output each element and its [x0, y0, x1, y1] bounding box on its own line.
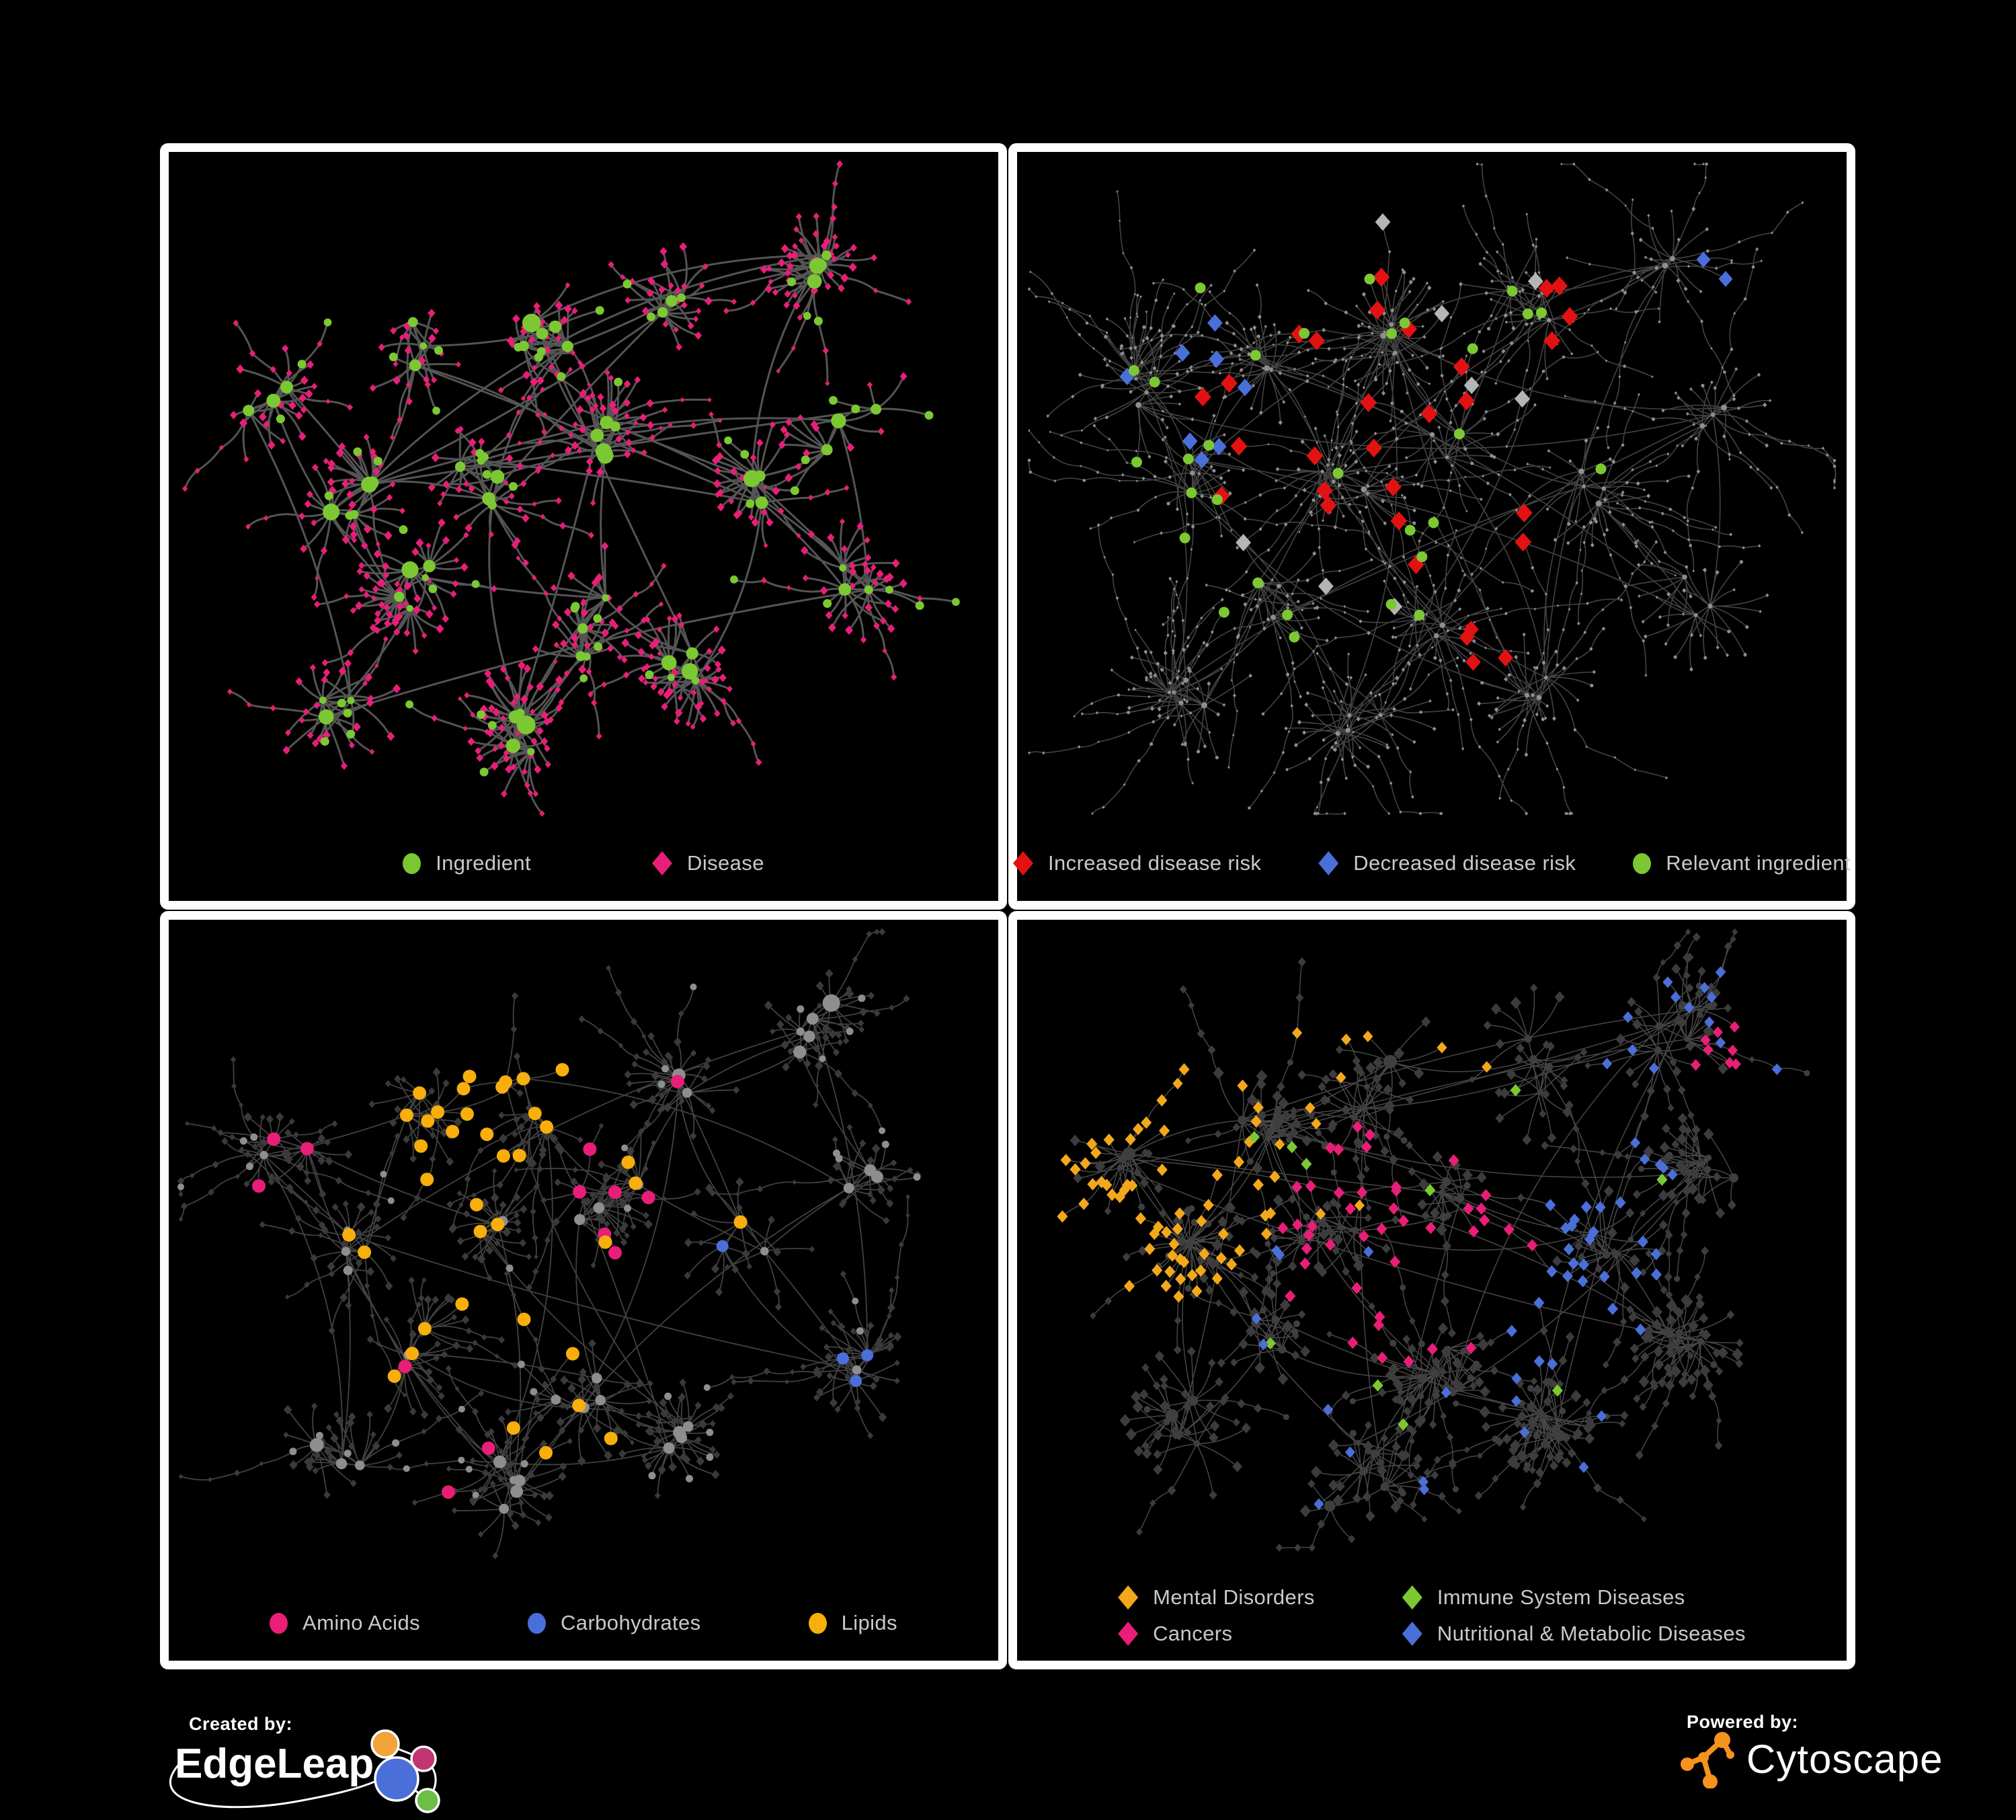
legend-label: Mental Disorders	[1153, 1585, 1315, 1609]
legend-label: Nutritional & Metabolic Diseases	[1437, 1622, 1746, 1645]
panel-disease-risk: Increased disease risk Decreased disease …	[1008, 143, 1855, 910]
legend-item-ingredient-classes-0: Amino Acids	[270, 1611, 420, 1635]
legend-label: Disease	[687, 851, 764, 875]
created-by-label: Created by:	[189, 1714, 293, 1734]
legend-item-disease-risk-0: Increased disease risk	[1013, 851, 1261, 875]
legend-circle-swatch-icon	[808, 1612, 827, 1634]
legend-label: Relevant ingredient	[1666, 851, 1851, 875]
legend-label: Immune System Diseases	[1437, 1585, 1685, 1609]
legend-label: Lipids	[841, 1611, 897, 1634]
network-graph-disease-risk	[1027, 162, 1837, 816]
legend-diamond-swatch-icon	[652, 851, 673, 875]
legend-circle-swatch-icon	[403, 853, 421, 874]
legend-circle-swatch-icon	[270, 1612, 288, 1634]
legend-item-disease-classes-3: Nutritional & Metabolic Diseases	[1402, 1622, 1746, 1646]
legend-item-disease-classes-0: Mental Disorders	[1118, 1585, 1315, 1610]
legend-label: Ingredient	[436, 851, 532, 875]
edgeleap-logo: EdgeLeap	[153, 1729, 456, 1820]
legend-ingredient-classes: Amino Acids Carbohydrates Lipids	[169, 1611, 998, 1635]
legend-circle-swatch-icon	[1633, 853, 1652, 874]
cytoscape-logo-icon	[1681, 1732, 1734, 1788]
network-graph-disease-classes	[1057, 928, 1810, 1552]
network-graph-ingredient-disease	[182, 160, 960, 817]
legend-diamond-swatch-icon	[1318, 851, 1339, 875]
powered-by-label: Powered by:	[1687, 1712, 1799, 1732]
legend-label: Amino Acids	[303, 1611, 421, 1634]
panel-ingredient-disease: Ingredient Disease	[160, 143, 1007, 910]
legend-item-disease-classes-1: Immune System Diseases	[1402, 1585, 1746, 1610]
cytoscape-logo-text: Cytoscape	[1746, 1736, 1943, 1782]
legend-item-ingredient-disease-1: Disease	[652, 851, 764, 875]
legend-diamond-swatch-icon	[1118, 1622, 1139, 1646]
legend-circle-swatch-icon	[528, 1612, 547, 1634]
legend-diamond-swatch-icon	[1402, 1622, 1422, 1646]
legend-item-ingredient-classes-1: Carbohydrates	[528, 1611, 701, 1635]
legend-label: Decreased disease risk	[1353, 851, 1576, 875]
edgeleap-logo-icon	[169, 1729, 440, 1813]
legend-diamond-swatch-icon	[1013, 851, 1034, 875]
panel-ingredient-classes: Amino Acids Carbohydrates Lipids	[160, 911, 1007, 1669]
legend-diamond-swatch-icon	[1118, 1585, 1139, 1610]
edgeleap-logo-text: EdgeLeap	[175, 1741, 374, 1787]
legend-disease-classes: Mental Disorders Immune System Diseases Ca…	[1017, 1585, 1847, 1646]
legend-label: Increased disease risk	[1048, 851, 1262, 875]
legend-item-ingredient-classes-2: Lipids	[808, 1611, 897, 1635]
panel-disease-classes: Mental Disorders Immune System Diseases Ca…	[1008, 911, 1855, 1669]
network-graph-ingredient-classes	[177, 928, 922, 1559]
legend-item-disease-risk-1: Decreased disease risk	[1318, 851, 1576, 875]
legend-disease-risk: Increased disease risk Decreased disease …	[1013, 851, 1851, 875]
legend-diamond-swatch-icon	[1402, 1585, 1422, 1610]
legend-ingredient-disease: Ingredient Disease	[169, 851, 998, 875]
legend-label: Cancers	[1153, 1622, 1233, 1645]
cytoscape-logo: Cytoscape	[1679, 1729, 1943, 1788]
legend-item-ingredient-disease-0: Ingredient	[403, 851, 531, 875]
legend-label: Carbohydrates	[561, 1611, 701, 1634]
legend-item-disease-risk-2: Relevant ingredient	[1633, 851, 1851, 875]
legend-item-disease-classes-2: Cancers	[1118, 1622, 1315, 1646]
